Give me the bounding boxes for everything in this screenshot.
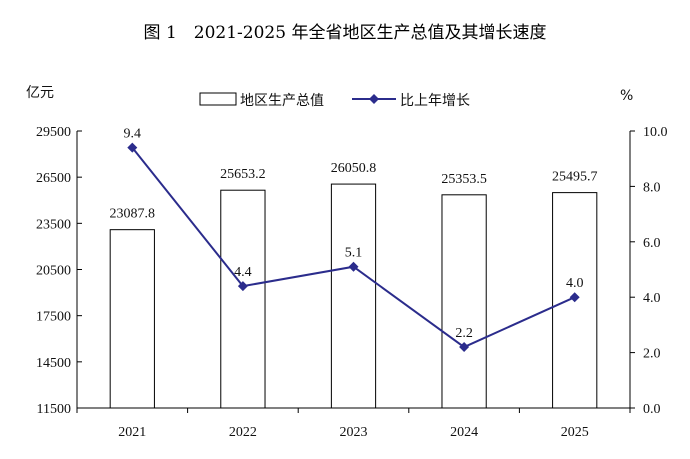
- axes: 11500 14500 17500 20500 23500 26500 29500 0.0 2.…: [36, 125, 668, 440]
- legend-line-label: 比上年增长: [400, 93, 470, 109]
- line-point: [237, 281, 248, 292]
- x-tick-label: 2021: [118, 425, 146, 440]
- bar-data-label: 26050.8: [331, 161, 377, 176]
- left-y-tick-label: 11500: [37, 402, 71, 417]
- line-data-label: 2.2: [455, 326, 473, 341]
- right-y-tick-label: 2.0: [643, 347, 661, 362]
- right-axis-unit: %: [620, 88, 633, 104]
- line-data-label: 5.1: [345, 246, 363, 261]
- x-tick-label: 2022: [229, 425, 257, 440]
- bar-data-label: 25353.5: [441, 172, 487, 187]
- left-y-tick-label: 26500: [36, 171, 71, 186]
- legend-bar-swatch: [199, 92, 237, 106]
- line-point: [569, 292, 580, 303]
- chart-title: 图 1 2021-2025 年全省地区生产总值及其增长速度: [144, 23, 547, 43]
- line-data-label: 4.4: [234, 265, 252, 280]
- bar: [109, 229, 155, 409]
- legend-line-marker: [369, 94, 379, 104]
- left-y-tick-label: 20500: [36, 264, 71, 279]
- bar: [441, 194, 487, 409]
- line-data-label: 4.0: [566, 276, 584, 291]
- line-data-label: 9.4: [124, 127, 142, 142]
- right-y-tick-label: 8.0: [643, 180, 661, 195]
- bar-series: 23087.8 25653.2 26050.8 25353.5 25495.7: [109, 161, 598, 409]
- line-point: [459, 342, 470, 353]
- x-tick-label: 2023: [340, 425, 368, 440]
- left-y-tick-label: 17500: [36, 310, 71, 325]
- x-tick-label: 2024: [450, 425, 478, 440]
- line-point: [348, 261, 359, 272]
- bar-data-label: 25495.7: [552, 170, 598, 185]
- bar: [330, 183, 377, 409]
- left-y-tick-label: 29500: [36, 125, 71, 140]
- line-point: [127, 142, 138, 153]
- right-y-tick-label: 6.0: [643, 236, 661, 251]
- x-tick-label: 2025: [561, 425, 589, 440]
- legend-bar-label: 地区生产总值: [240, 93, 324, 109]
- left-y-tick-label: 23500: [36, 217, 71, 232]
- line-series: 9.4 4.4 5.1 2.2 4.0: [124, 127, 584, 353]
- right-y-tick-label: 0.0: [643, 402, 661, 417]
- right-y-tick-label: 10.0: [643, 125, 668, 140]
- bar-data-label: 25653.2: [220, 167, 266, 182]
- legend: 地区生产总值 比上年增长: [199, 92, 470, 109]
- bar: [220, 189, 266, 409]
- left-axis-unit: 亿元: [26, 85, 54, 101]
- left-y-tick-label: 14500: [36, 356, 71, 371]
- right-y-tick-label: 4.0: [643, 291, 661, 306]
- bar-data-label: 23087.8: [110, 207, 156, 222]
